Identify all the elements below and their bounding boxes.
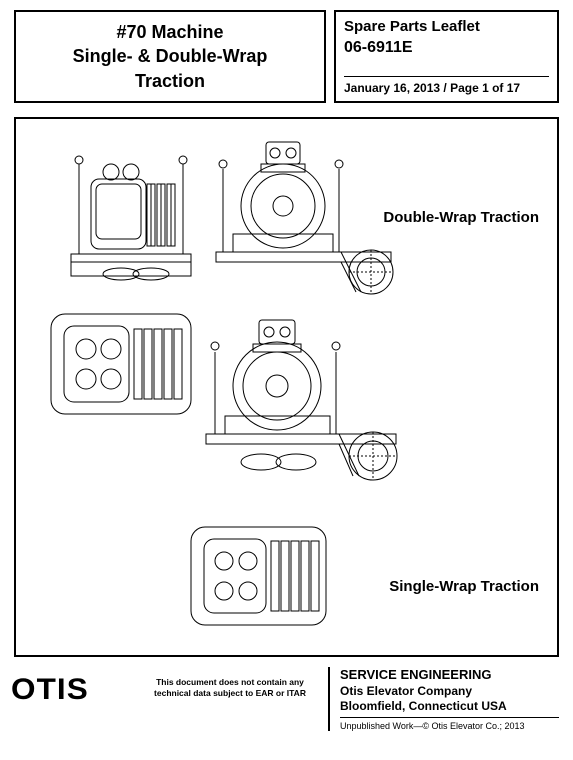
disclaimer-line-2: technical data subject to EAR or ITAR xyxy=(140,688,320,699)
copyright: Unpublished Work—© Otis Elevator Co.; 20… xyxy=(340,721,559,731)
header-row: #70 Machine Single- & Double-Wrap Tracti… xyxy=(0,0,573,109)
footer-divider xyxy=(340,717,559,718)
machine-double-top xyxy=(46,304,196,424)
machine-double-side xyxy=(211,134,396,304)
otis-logo: OTIS xyxy=(11,673,135,707)
meta-box: Spare Parts Leaflet 06-6911E January 16,… xyxy=(334,10,559,103)
machine-double-front xyxy=(61,134,201,284)
title-box: #70 Machine Single- & Double-Wrap Tracti… xyxy=(14,10,326,103)
meta-divider xyxy=(344,76,549,77)
machine-side-mid xyxy=(201,314,401,494)
company-location: Bloomfield, Connecticut USA xyxy=(340,699,559,713)
logo-cell: OTIS xyxy=(14,667,132,707)
service-engineering: SERVICE ENGINEERING xyxy=(340,667,559,682)
document-number: 06-6911E xyxy=(344,39,549,57)
title-line-2: Single- & Double-Wrap xyxy=(20,44,320,68)
footer-row: OTIS This document does not contain any … xyxy=(0,663,573,735)
machine-single-top xyxy=(186,519,331,634)
single-wrap-label: Single-Wrap Traction xyxy=(389,578,539,595)
double-wrap-label: Double-Wrap Traction xyxy=(383,209,539,226)
company-cell: SERVICE ENGINEERING Otis Elevator Compan… xyxy=(328,667,559,731)
leaflet-label: Spare Parts Leaflet xyxy=(344,18,549,35)
disclaimer-line-1: This document does not contain any xyxy=(140,677,320,688)
date-page: January 16, 2013 / Page 1 of 17 xyxy=(344,81,549,95)
disclaimer-cell: This document does not contain any techn… xyxy=(140,667,320,698)
title-line-3: Traction xyxy=(20,69,320,93)
diagram-frame: Double-Wrap Traction Single-Wrap Tractio… xyxy=(14,117,559,657)
company-name: Otis Elevator Company xyxy=(340,684,559,698)
title-line-1: #70 Machine xyxy=(20,20,320,44)
